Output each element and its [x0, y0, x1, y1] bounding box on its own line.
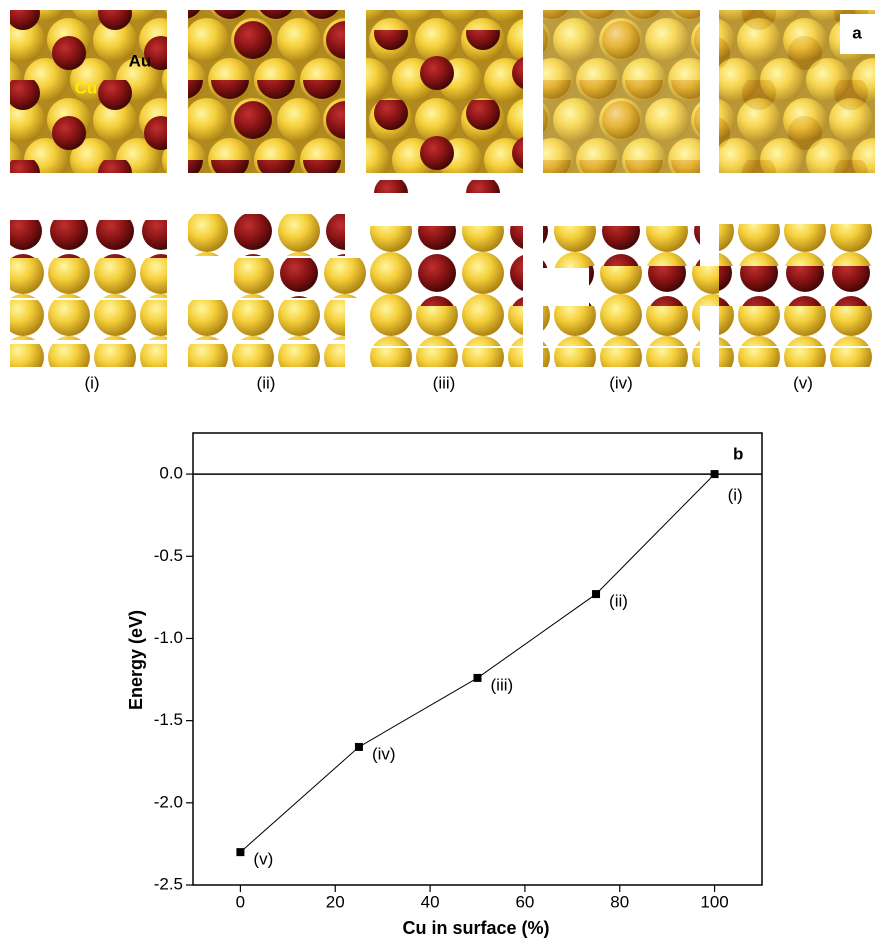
- point-label: (iv): [372, 744, 396, 763]
- plot-frame: [193, 433, 762, 885]
- point-label: (ii): [609, 592, 628, 611]
- point-label: (iii): [491, 675, 514, 694]
- y-tick-label: -2.0: [154, 792, 183, 811]
- y-tick-label: -2.5: [154, 874, 183, 893]
- point-label: (v): [253, 850, 273, 869]
- caption: (i): [84, 373, 99, 392]
- y-tick-label: -1.5: [154, 710, 183, 729]
- panel-b: b Cu in surface (%) Energy (eV) 0 20 40 60 8…: [126, 433, 762, 938]
- y-tick-label: 0.0: [159, 464, 183, 483]
- data-point: [592, 590, 600, 598]
- x-axis-label: Cu in surface (%): [402, 918, 549, 938]
- x-tick-label: 60: [515, 892, 534, 911]
- caption: (iv): [609, 373, 633, 392]
- data-point: [236, 848, 244, 856]
- y-tick-label: -0.5: [154, 546, 183, 565]
- top-views: [10, 10, 875, 193]
- side-view: [10, 220, 167, 367]
- y-tick-label: -1.0: [154, 628, 183, 647]
- side-view: [366, 226, 523, 367]
- data-line: [240, 474, 714, 852]
- data-point: [711, 470, 719, 478]
- panel-a: a Au Cu (i) (ii) (iii) (iv) (v): [10, 10, 875, 392]
- x-tick-label: 40: [421, 892, 440, 911]
- caption: (ii): [257, 373, 276, 392]
- panel-label: a: [852, 23, 862, 42]
- top-view: [543, 10, 700, 173]
- point-label: (i): [728, 486, 743, 505]
- caption: (v): [793, 373, 813, 392]
- side-views: [10, 214, 875, 367]
- x-tick-label: 100: [700, 892, 728, 911]
- x-tick-label: 80: [610, 892, 629, 911]
- data-point: [474, 674, 482, 682]
- panel-label: b: [733, 444, 743, 463]
- x-tick-label: 20: [326, 892, 345, 911]
- x-tick-label: 0: [236, 892, 245, 911]
- side-view: [543, 226, 746, 367]
- atom-label: Cu: [75, 78, 98, 97]
- top-view: [188, 10, 345, 173]
- y-axis-label: Energy (eV): [126, 610, 146, 710]
- data-point: [355, 743, 363, 751]
- atom-label: Au: [129, 51, 152, 70]
- side-view: [188, 214, 391, 367]
- caption: (iii): [433, 373, 456, 392]
- figure: a Au Cu (i) (ii) (iii) (iv) (v) b Cu in …: [0, 0, 875, 942]
- top-view: [366, 10, 523, 193]
- side-view: [719, 224, 875, 367]
